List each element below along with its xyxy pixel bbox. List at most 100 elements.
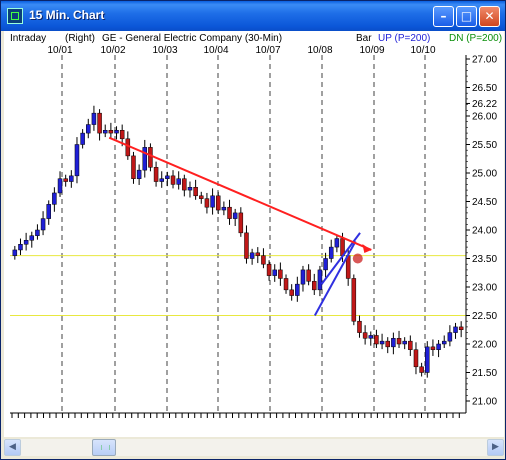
price-label: 24.00 <box>472 226 497 237</box>
candle-body <box>23 240 29 245</box>
price-label: 26.50 <box>472 83 497 94</box>
candle-body <box>29 235 35 241</box>
candle-body <box>283 278 289 291</box>
price-label: 23.50 <box>472 254 497 265</box>
date-label: 10/07 <box>255 45 280 56</box>
candle-body <box>46 204 51 219</box>
close-button[interactable]: ✕ <box>479 6 500 27</box>
candle-body <box>441 340 447 345</box>
chart-style-label: Bar <box>356 33 372 44</box>
scroll-left-arrow[interactable]: ◀ <box>4 439 21 456</box>
symbol-description: GE - General Electric Company (30-Min) <box>102 33 282 44</box>
candle-body <box>323 258 328 271</box>
maximize-button[interactable]: □ <box>456 6 477 27</box>
candle-body <box>278 269 283 279</box>
interval-label: Intraday <box>10 33 46 44</box>
time-axis-ticks <box>11 413 460 418</box>
candle-body <box>300 269 306 285</box>
support-lines <box>10 255 466 316</box>
candle-body <box>52 192 57 205</box>
date-label: 10/10 <box>410 45 435 56</box>
candle-body <box>170 175 176 185</box>
candle-body <box>210 195 215 208</box>
candle-body <box>312 281 317 291</box>
candle-body <box>102 130 108 134</box>
candle-body <box>334 238 340 248</box>
candle-body <box>295 283 300 296</box>
price-chart[interactable]: Intraday (Right) GE - General Electric C… <box>4 31 504 437</box>
candle-body <box>436 343 441 350</box>
scroll-thumb[interactable] <box>92 439 116 456</box>
candle-body <box>289 289 294 296</box>
date-label: 10/08 <box>307 45 332 56</box>
candle-body <box>57 178 63 194</box>
price-label: 26.22 <box>472 99 497 110</box>
axis-side-label: (Right) <box>65 33 95 44</box>
downtrend-line[interactable] <box>108 136 372 251</box>
candle-body <box>266 263 272 276</box>
drawing-overlays[interactable] <box>108 136 372 316</box>
trend-arrowhead <box>362 243 372 253</box>
candle-body <box>153 167 159 182</box>
candle-body <box>379 340 385 345</box>
chart-app-icon[interactable] <box>7 8 23 24</box>
candle-body <box>306 269 311 282</box>
minimize-button[interactable]: – <box>433 6 454 27</box>
channel-lower-line[interactable] <box>313 240 357 316</box>
candle-body <box>142 147 148 171</box>
price-label: 25.00 <box>472 169 497 180</box>
candle-body <box>425 346 430 373</box>
candle-body <box>199 195 204 199</box>
candle-body <box>125 138 131 157</box>
candle-body <box>136 169 142 179</box>
candle-body <box>249 252 255 259</box>
candle-body <box>385 340 390 348</box>
candle-body <box>227 206 232 219</box>
candle-body <box>419 366 424 373</box>
candle-body <box>176 178 181 185</box>
candle-body <box>159 178 164 182</box>
window-title: 15 Min. Chart <box>29 8 105 22</box>
candle-body <box>328 246 334 259</box>
horizontal-scrollbar[interactable]: ◀ ▶ <box>4 439 504 456</box>
scroll-right-arrow[interactable]: ▶ <box>487 439 504 456</box>
candle-body <box>391 338 396 348</box>
date-label: 10/09 <box>359 45 384 56</box>
candle-body <box>261 255 266 265</box>
price-label: 27.00 <box>472 55 497 66</box>
candle-body <box>108 130 114 134</box>
up-period-label: UP (P=200) <box>378 33 430 44</box>
candle-body <box>272 269 277 276</box>
candle-body <box>204 198 210 208</box>
candle-body <box>215 195 221 211</box>
price-label: 22.00 <box>472 340 497 351</box>
candle-body <box>80 132 85 145</box>
candle-body <box>244 232 249 259</box>
candle-body <box>187 187 193 191</box>
candle-body <box>447 332 453 342</box>
candle-body <box>402 340 407 345</box>
candle-body <box>317 269 323 291</box>
price-label: 25.50 <box>472 140 497 151</box>
date-label: 10/02 <box>100 45 125 56</box>
candle-body <box>40 218 46 231</box>
date-axis-labels: 10/01 10/02 10/03 10/04 10/07 10/08 10/09 10/10 <box>47 45 435 56</box>
date-label: 10/03 <box>152 45 177 56</box>
candle-body <box>63 178 68 182</box>
price-label: 23.00 <box>472 283 497 294</box>
candle-body <box>368 335 374 339</box>
candle-body <box>357 320 362 333</box>
candle-body <box>35 229 40 236</box>
candle-body <box>362 332 368 339</box>
candle-body <box>430 346 436 350</box>
candle-body <box>351 278 357 322</box>
candle-body <box>221 206 227 211</box>
candle-body <box>193 187 198 197</box>
candle-body <box>119 130 125 140</box>
date-label: 10/01 <box>47 45 72 56</box>
candle-body <box>453 326 458 333</box>
price-label: 21.00 <box>472 397 497 408</box>
title-bar[interactable]: 15 Min. Chart – □ ✕ <box>1 1 505 31</box>
date-label: 10/04 <box>203 45 228 56</box>
